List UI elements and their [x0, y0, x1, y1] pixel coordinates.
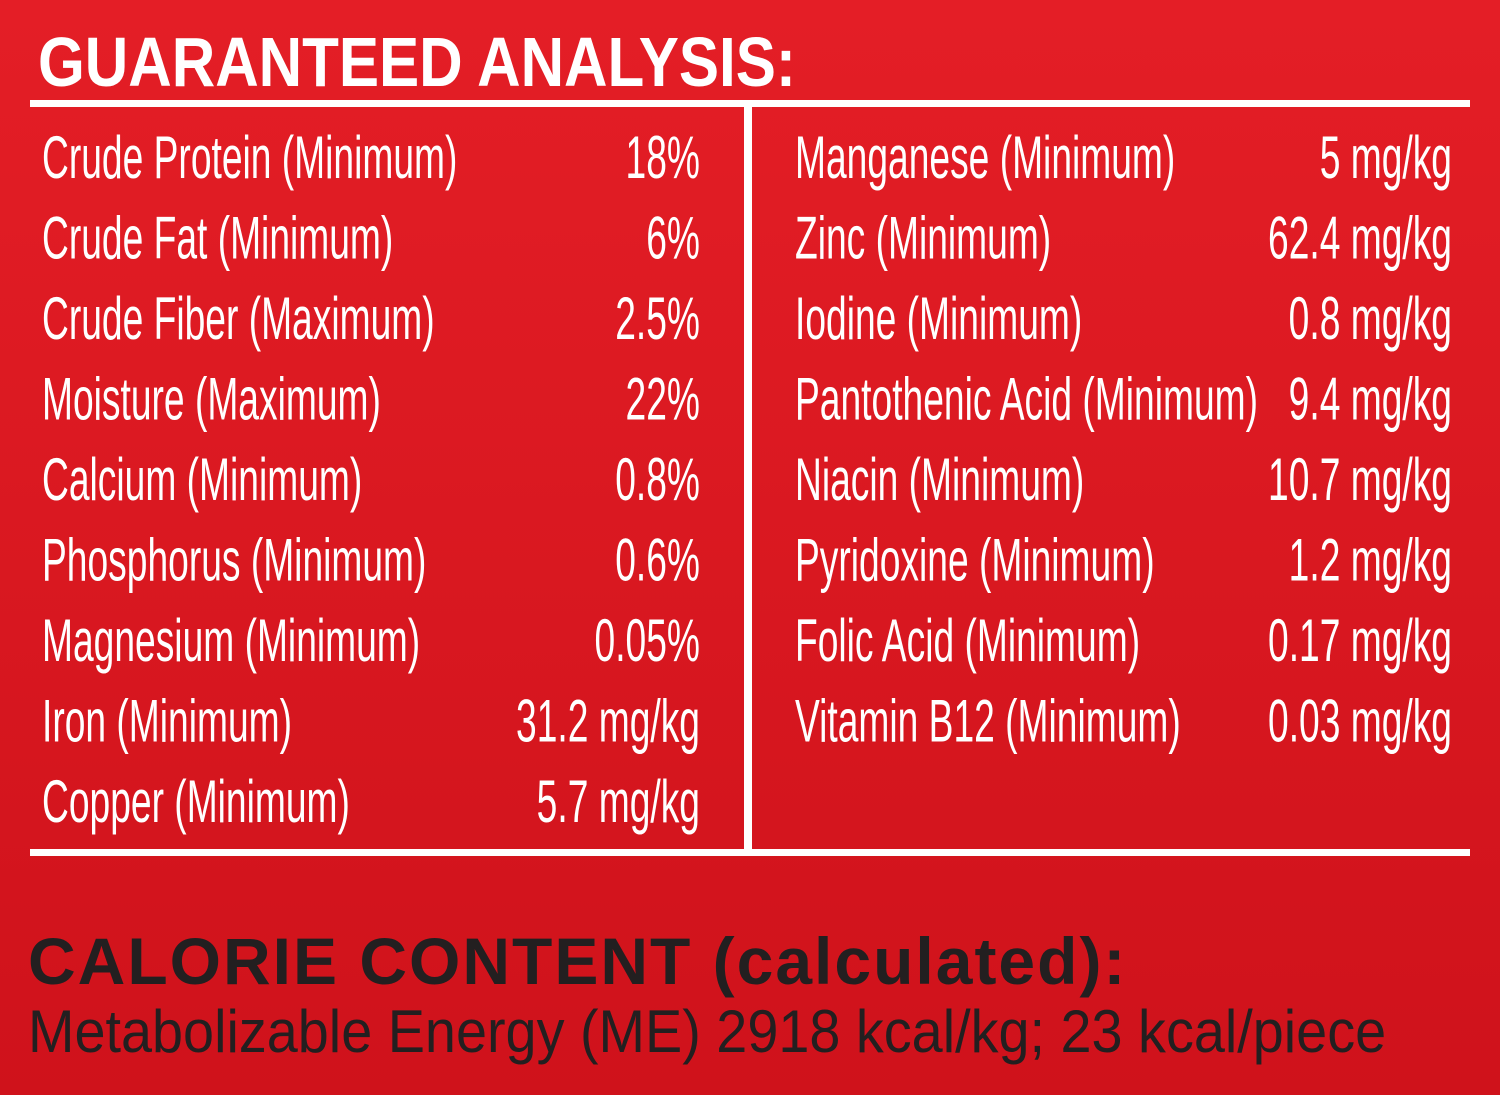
nutrient-value: 2.5% — [615, 285, 700, 352]
nutrient-label: Crude Fiber (Maximum) — [42, 285, 435, 352]
nutrient-label: Folic Acid (Minimum) — [795, 607, 1140, 674]
nutrient-label: Crude Fat (Minimum) — [42, 204, 393, 271]
nutrient-value: 0.8 mg/kg — [1289, 285, 1452, 352]
nutrient-label: Phosphorus (Minimum) — [42, 526, 426, 593]
nutrient-value: 0.05% — [595, 607, 700, 674]
bottom-rule — [30, 849, 1470, 856]
nutrient-value: 62.4 mg/kg — [1268, 204, 1452, 271]
nutrient-value: 22% — [626, 365, 700, 432]
nutrient-label: Iodine (Minimum) — [795, 285, 1082, 352]
nutrient-label: Moisture (Maximum) — [42, 365, 381, 432]
nutrient-label: Manganese (Minimum) — [795, 124, 1175, 191]
nutrient-label: Pantothenic Acid (Minimum) — [795, 365, 1258, 432]
title: GUARANTEED ANALYSIS: — [38, 23, 796, 101]
nutrient-value: 0.03 mg/kg — [1268, 687, 1452, 754]
nutrient-value: 0.6% — [615, 526, 700, 593]
nutrient-label: Vitamin B12 (Minimum) — [795, 687, 1181, 754]
nutrient-label: Copper (Minimum) — [42, 768, 350, 835]
table: Crude Protein (Minimum) 18% Crude Fat (Min… — [42, 124, 1452, 835]
calorie-text: Metabolizable Energy (ME) 2918 kcal/kg; … — [28, 999, 1386, 1065]
nutrient-label: Zinc (Minimum) — [795, 204, 1051, 271]
nutrient-label: Iron (Minimum) — [42, 687, 292, 754]
nutrient-label: Niacin (Minimum) — [795, 446, 1084, 513]
nutrient-value: 18% — [626, 124, 700, 191]
nutrient-value: 6% — [646, 204, 700, 271]
nutrient-value: 0.17 mg/kg — [1268, 607, 1452, 674]
nutrient-value: 5.7 mg/kg — [537, 768, 700, 835]
calorie-title: CALORIE CONTENT (calculated): — [28, 924, 1127, 998]
nutrient-value: 31.2 mg/kg — [516, 687, 700, 754]
nutrient-value: 9.4 mg/kg — [1289, 365, 1452, 432]
nutrient-label: Pyridoxine (Minimum) — [795, 526, 1155, 593]
nutrient-label: Magnesium (Minimum) — [42, 607, 420, 674]
nutrient-value: 10.7 mg/kg — [1268, 446, 1452, 513]
nutrient-value: 1.2 mg/kg — [1289, 526, 1452, 593]
nutrient-label: Calcium (Minimum) — [42, 446, 362, 513]
column-divider — [744, 100, 752, 856]
nutrient-label: Crude Protein (Minimum) — [42, 124, 457, 191]
nutrient-value: 5 mg/kg — [1320, 124, 1452, 191]
nutrient-value: 0.8% — [615, 446, 700, 513]
